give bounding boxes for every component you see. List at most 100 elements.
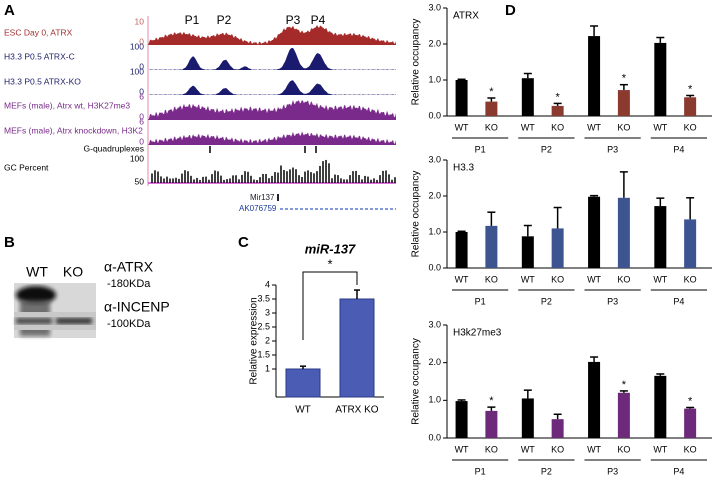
x-tick-label: KO (617, 122, 630, 132)
bar (654, 206, 667, 268)
x-tick-label: KO (617, 444, 630, 454)
x-tick-label: WT (455, 274, 469, 284)
bar (617, 197, 630, 268)
track-label: H3.3 P0.5 ATRX-KO (4, 76, 81, 86)
bar (588, 196, 601, 268)
group-label: P1 (475, 296, 486, 306)
y-axis-label: Relative occupancy (411, 19, 422, 106)
track-label: MEFs (male), Atrx knockdown, H3K2 (4, 125, 143, 135)
bar (285, 368, 321, 398)
gene-mark (277, 194, 279, 201)
y-axis-label: Relative occupancy (411, 171, 422, 258)
panel-label: A (4, 2, 15, 19)
x-tick-label: KO (617, 274, 630, 284)
x-tick-label: WT (521, 122, 535, 132)
bar (455, 80, 468, 116)
track-label: GC Percent (4, 162, 49, 172)
panel-label: C (238, 234, 249, 251)
significance: * (688, 395, 693, 407)
bar (551, 105, 564, 116)
x-tick-label: KO (485, 122, 498, 132)
bar (551, 419, 564, 438)
track-label: ESC Day 0, ATRX (4, 27, 73, 37)
group-label: P2 (541, 144, 552, 154)
y-tick-label: 2.0 (428, 38, 441, 48)
significance: * (688, 83, 693, 95)
y-tick-label: 1.0 (428, 74, 441, 84)
track-scale: 0 (139, 136, 144, 146)
bar (521, 236, 534, 268)
bar (485, 410, 498, 438)
bar (684, 97, 697, 116)
y-tick-label: 3.0 (428, 319, 441, 329)
bar (455, 401, 468, 438)
x-tick-label: KO (485, 274, 498, 284)
track-scale: 0 (139, 111, 144, 121)
gene-label: Mir137 (250, 193, 275, 202)
chart-title: H3.3 (453, 163, 475, 174)
y-tick-label: 1.0 (428, 226, 441, 236)
y-tick-label: 2 (265, 335, 270, 345)
lane-label: WT (26, 264, 48, 280)
x-tick-label: WT (455, 122, 469, 132)
x-tick-label: WT (587, 122, 601, 132)
y-tick-label: 2.5 (257, 321, 270, 331)
y-tick-label: 0.0 (428, 262, 441, 272)
group-label: P4 (673, 144, 684, 154)
x-tick-label: KO (684, 122, 697, 132)
track-profile (148, 25, 396, 45)
group-label: P4 (673, 296, 684, 306)
group-label: P3 (607, 144, 618, 154)
size-label: -100KDa (107, 318, 151, 330)
x-tick-label: WT (521, 274, 535, 284)
x-tick-label: KO (485, 444, 498, 454)
chart-title: ATRX (453, 11, 479, 22)
track-scale: 10 (135, 16, 145, 26)
x-tick-label: WT (521, 444, 535, 454)
significance-bracket (302, 271, 358, 340)
group-label: P1 (475, 144, 486, 154)
peak-label: P3 (286, 13, 301, 27)
y-tick-label: 0.0 (428, 110, 441, 120)
y-tick-label: 0.0 (428, 432, 441, 442)
antibody-label: α-INCENP (104, 299, 170, 315)
bar (684, 408, 697, 438)
track-scale: 6 (139, 91, 144, 101)
track-scale: 0 (139, 36, 144, 46)
track-profile (148, 100, 396, 120)
bar (588, 361, 601, 438)
group-label: P3 (607, 466, 618, 476)
x-tick-label: WT (587, 274, 601, 284)
y-tick-label: 2.0 (428, 357, 441, 367)
track-scale: 100 (130, 153, 144, 163)
y-axis-label: Relative expression (249, 297, 260, 384)
track-scale: 6 (139, 116, 144, 126)
significance: * (622, 379, 627, 391)
antibody-label: α-ATRX (104, 259, 154, 275)
group-label: P4 (673, 466, 684, 476)
group-label: P1 (475, 466, 486, 476)
bar (339, 298, 375, 398)
track-scale: 50 (135, 176, 145, 186)
x-tick-label: KO (551, 444, 564, 454)
y-tick-label: 1.5 (257, 349, 270, 359)
y-tick-label: 3.0 (428, 154, 441, 164)
x-tick-label: KO (684, 274, 697, 284)
x-tick-label: WT (653, 122, 667, 132)
bar (485, 101, 498, 116)
blot-band (56, 318, 92, 324)
bar (485, 225, 498, 268)
x-tick-label: WT (653, 444, 667, 454)
blot-membrane (14, 312, 96, 330)
panel-label: D (505, 2, 516, 19)
genome-browser: P1 P2 P3 P4 ESC Day 0, ATRX H3.3 P0.5 AT… (4, 13, 396, 213)
lane-label: KO (63, 264, 83, 280)
track-profile (148, 131, 396, 145)
bar (551, 228, 564, 268)
x-tick-label: KO (551, 274, 564, 284)
track-label: H3.3 P0.5 ATRX-C (4, 51, 75, 61)
bar (588, 36, 601, 116)
bar (654, 42, 667, 116)
y-tick-label: 4 (265, 279, 270, 289)
x-tick-label: WT (587, 444, 601, 454)
